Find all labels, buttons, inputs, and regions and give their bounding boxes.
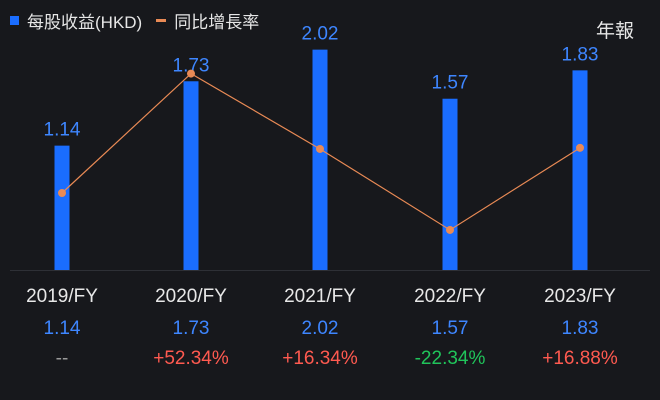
growth-point[interactable] <box>187 69 195 78</box>
eps-bar[interactable] <box>442 98 458 271</box>
growth-point[interactable] <box>316 144 324 153</box>
growth-value: -- <box>55 348 69 369</box>
bar-value-label: 1.73 <box>173 55 210 76</box>
growth-value: -22.34% <box>414 348 486 369</box>
year-label: 2020/FY <box>155 286 227 307</box>
eps-row: 1.14 1.73 2.02 1.57 1.83 <box>0 315 660 343</box>
eps-bar[interactable] <box>54 145 70 270</box>
growth-value: +16.34% <box>282 348 358 369</box>
legend-item-eps[interactable]: 每股收益(HKD) <box>10 8 142 33</box>
eps-bar[interactable] <box>183 81 199 270</box>
bar-value-label: 1.57 <box>432 73 469 94</box>
year-row: 2019/FY 2020/FY 2021/FY 2022/FY 2023/FY <box>0 283 660 311</box>
eps-value: 2.02 <box>301 318 339 339</box>
eps-value: 1.57 <box>431 318 469 339</box>
year-label: 2023/FY <box>544 286 616 307</box>
bar-value-label: 1.83 <box>562 44 599 65</box>
eps-value: 1.14 <box>43 318 81 339</box>
growth-value: +52.34% <box>153 348 229 369</box>
chart-legend: 每股收益(HKD) 同比增長率 <box>10 8 259 33</box>
eps-value: 1.73 <box>172 318 210 339</box>
line-swatch-icon <box>156 18 167 22</box>
period-selector[interactable]: 年報 <box>595 21 634 42</box>
legend-label-eps: 每股收益(HKD) <box>27 12 143 32</box>
bar-swatch-icon <box>10 15 19 25</box>
growth-point[interactable] <box>58 189 66 197</box>
growth-row: -- +52.34% +16.34% -22.34% +16.88% <box>0 345 660 373</box>
eps-bar[interactable] <box>312 49 328 270</box>
year-label: 2021/FY <box>284 286 356 307</box>
growth-point[interactable] <box>576 143 584 152</box>
legend-label-growth: 同比增長率 <box>174 12 260 32</box>
year-label: 2019/FY <box>26 286 98 307</box>
bar-value-label: 2.02 <box>302 24 339 45</box>
legend-item-growth[interactable]: 同比增長率 <box>156 8 259 33</box>
eps-chart: 1.14 1.73 2.02 1.57 1.83 <box>10 24 650 271</box>
growth-value: +16.88% <box>542 348 618 369</box>
growth-point[interactable] <box>446 225 454 234</box>
bar-value-label: 1.14 <box>44 120 81 141</box>
eps-bar[interactable] <box>572 70 588 270</box>
year-label: 2022/FY <box>414 286 486 307</box>
eps-value: 1.83 <box>561 318 599 339</box>
